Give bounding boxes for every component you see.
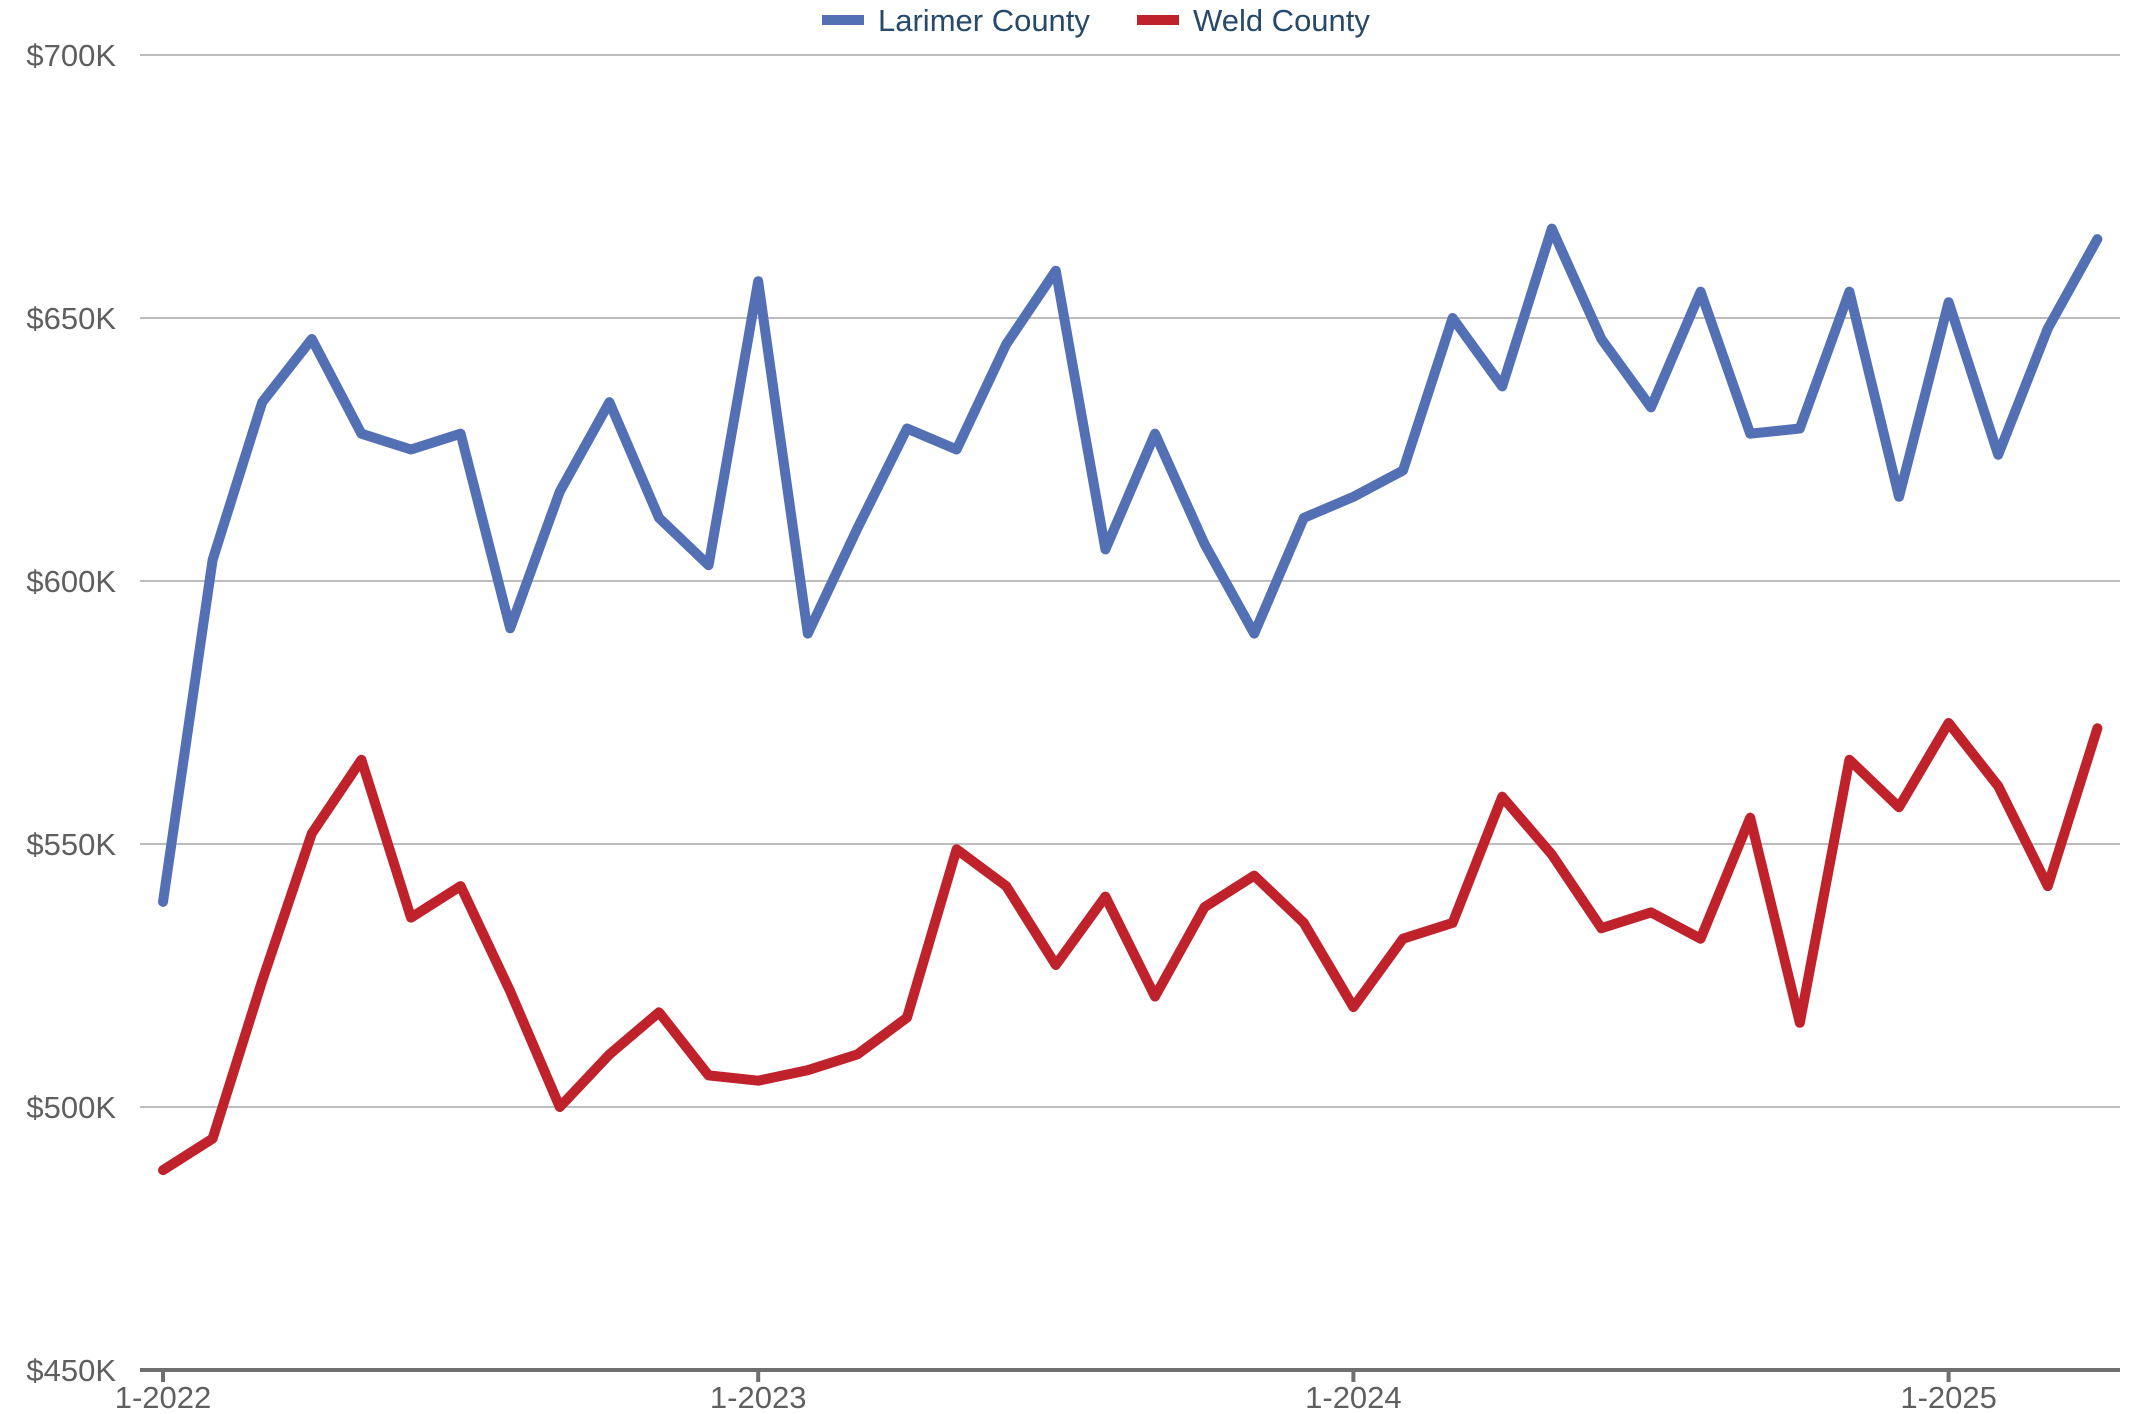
series-line-larimer-county bbox=[158, 223, 2103, 907]
legend-label-weld-county: Weld County bbox=[1193, 3, 1370, 38]
x-tick-label: 1-2022 bbox=[115, 1380, 212, 1414]
y-tick-label: $500K bbox=[26, 1090, 116, 1125]
y-tick-label: $700K bbox=[26, 38, 116, 73]
legend: Larimer County Weld County bbox=[822, 3, 1370, 38]
legend-label-larimer-county: Larimer County bbox=[878, 3, 1090, 38]
y-tick-label: $550K bbox=[26, 827, 116, 862]
y-tick-label: $450K bbox=[26, 1353, 116, 1388]
y-tick-label: $650K bbox=[26, 301, 116, 336]
axes: $450K $500K $550K $600K $650K $700K 1-2022 1-20… bbox=[26, 38, 2120, 1414]
grid-lines bbox=[140, 54, 2120, 1108]
x-tick-label: 1-2025 bbox=[1900, 1380, 1997, 1414]
series-line-weld-county bbox=[158, 718, 2103, 1176]
y-tick-label: $600K bbox=[26, 564, 116, 599]
x-tick-label: 1-2024 bbox=[1305, 1380, 1402, 1414]
x-tick-label: 1-2023 bbox=[710, 1380, 807, 1414]
series-lines bbox=[158, 223, 2103, 1176]
